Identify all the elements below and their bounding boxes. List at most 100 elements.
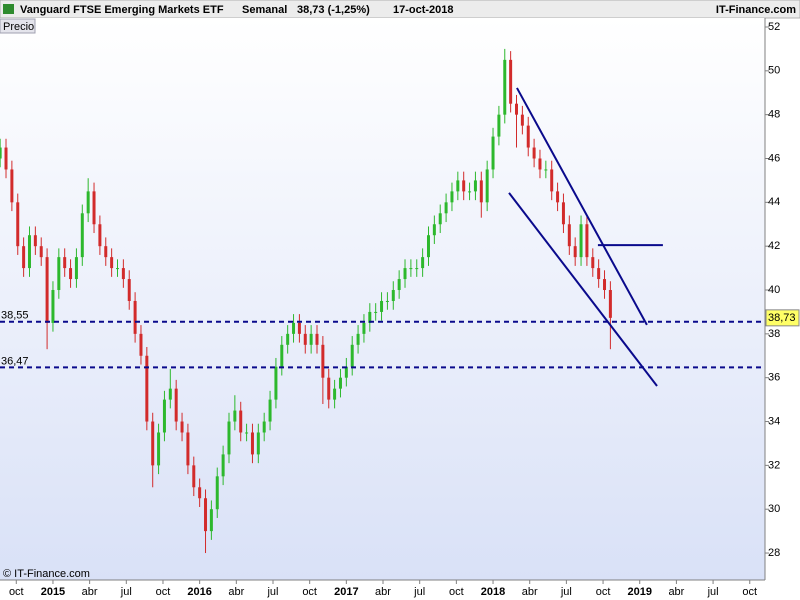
candle-body (415, 268, 419, 270)
candle-body (426, 235, 430, 258)
chart-title: Vanguard FTSE Emerging Markets ETF (20, 4, 224, 16)
candle-body (338, 377, 342, 389)
candle-body (209, 509, 213, 532)
x-tick-label: jul (560, 586, 572, 598)
x-tick-label: 2018 (481, 586, 505, 598)
candle-body (145, 355, 149, 422)
candle-body (473, 180, 477, 192)
candle-body (350, 344, 354, 367)
candle-body (51, 290, 55, 323)
candle-body (397, 279, 401, 291)
x-tick-label: jul (266, 586, 278, 598)
candle-body (86, 191, 90, 214)
candle-body (57, 257, 61, 291)
candle-body (456, 180, 460, 192)
candle-body (233, 410, 237, 422)
candle-body (245, 432, 249, 434)
candle-body (409, 268, 413, 270)
candle-body (280, 344, 284, 367)
candle-body (297, 322, 301, 334)
candle-body (192, 465, 196, 488)
date: 17-oct-2018 (393, 4, 454, 16)
candle-body (450, 191, 454, 203)
y-tick-label: 52 (768, 21, 780, 33)
candle-body (380, 300, 384, 312)
x-tick-label: oct (302, 586, 317, 598)
candle-body (116, 268, 120, 270)
candle-body (468, 191, 472, 193)
candle-body (479, 180, 483, 203)
ylabel-box (0, 18, 36, 34)
candle-body (444, 202, 448, 214)
candle-body (274, 366, 278, 400)
candle-body (239, 410, 243, 433)
candle-body (198, 487, 202, 499)
trendline (516, 87, 648, 326)
y-tick-label: 32 (768, 459, 780, 471)
candle-body (204, 498, 208, 532)
x-tick-label: jul (707, 586, 719, 598)
candle-body (315, 333, 319, 345)
candle-body (151, 421, 155, 466)
candle-body (0, 147, 2, 159)
candle-body (110, 257, 114, 269)
candle-body (591, 257, 595, 269)
x-tick-label: 2017 (334, 586, 358, 598)
candle-body (532, 147, 536, 159)
candle-body (538, 158, 542, 170)
candle-body (74, 257, 78, 280)
candle-body (10, 169, 14, 203)
period: Semanal (242, 4, 287, 16)
y-tick-label: 30 (768, 503, 780, 515)
candle-body (168, 388, 172, 400)
candle-body (22, 246, 26, 269)
x-tick-label: 2019 (627, 586, 651, 598)
candle-body (509, 59, 513, 104)
candle-body (104, 246, 108, 258)
candle-body (262, 421, 266, 433)
candle-body (561, 202, 565, 225)
candle-body (69, 268, 73, 280)
candle-body (139, 333, 143, 356)
candle-body (127, 279, 131, 301)
candle-body (309, 333, 313, 345)
candle-body (33, 235, 37, 247)
x-tick-label: oct (742, 586, 757, 598)
candle-body (432, 224, 436, 236)
candle-body (391, 290, 395, 301)
candle-body (608, 290, 612, 318)
candle-body (303, 333, 307, 345)
candle-body (292, 322, 296, 334)
y-tick-label: 46 (768, 152, 780, 164)
candle-body (344, 366, 348, 378)
x-tick-label: abr (82, 586, 98, 598)
last-price-label: 38,73 (768, 312, 796, 324)
trendline (508, 192, 658, 387)
x-tick-label: oct (9, 586, 24, 598)
candle-body (333, 388, 337, 400)
candle-body (27, 235, 31, 269)
x-tick-label: jul (120, 586, 132, 598)
candle-body (63, 257, 67, 269)
candle-body (503, 59, 507, 115)
plot-area (0, 18, 765, 580)
y-tick-label: 42 (768, 240, 780, 252)
candle-body (544, 169, 548, 171)
candle-body (603, 279, 607, 291)
candle-body (356, 333, 360, 345)
copyright: © IT-Finance.com (3, 568, 90, 580)
candle-body (597, 268, 601, 280)
x-tick-label: oct (156, 586, 171, 598)
candle-body (385, 300, 389, 302)
candle-body (321, 344, 325, 378)
candle-body (4, 147, 8, 170)
candle-body (268, 399, 272, 422)
candle-body (462, 180, 466, 192)
candle-body (438, 213, 442, 225)
candle-body (327, 377, 331, 400)
candle-body (45, 257, 49, 323)
candle-body (286, 333, 290, 345)
logo-icon (3, 4, 14, 14)
